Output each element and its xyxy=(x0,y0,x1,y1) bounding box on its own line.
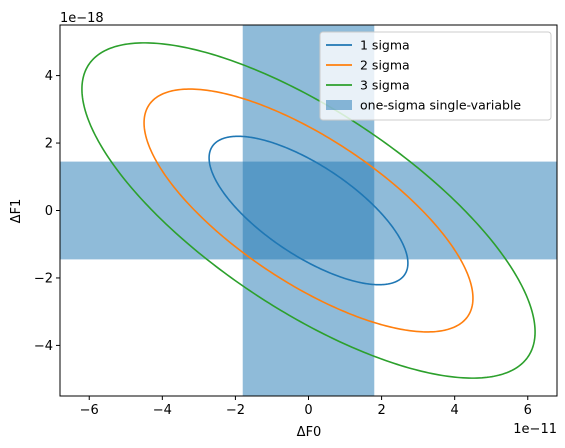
x-tick-label: 0 xyxy=(304,403,312,418)
x-tick-label: 2 xyxy=(377,403,385,418)
legend: 1 sigma 2 sigma 3 sigma one-sigma single-va… xyxy=(319,31,552,121)
legend-box xyxy=(319,31,552,121)
x-scale-label: 1e−11 xyxy=(513,422,557,437)
legend-label: one-sigma single-variable xyxy=(360,98,521,113)
x-tick-label: −6 xyxy=(80,403,99,418)
y-tick-label: 0 xyxy=(45,204,53,219)
ellipse-1-sigma xyxy=(208,135,409,286)
x-axis-label: ΔF0 xyxy=(297,425,322,440)
band-horizontal xyxy=(60,161,557,260)
x-tick-label: 6 xyxy=(524,403,532,418)
legend-label: 1 sigma xyxy=(360,38,410,53)
ellipse-3-sigma xyxy=(81,42,536,379)
x-tick-label: −2 xyxy=(226,403,245,418)
y-axis-label: ΔF1 xyxy=(9,199,24,224)
ellipse-2-sigma xyxy=(143,88,474,333)
legend-swatch-patch xyxy=(326,100,352,110)
x-tick-label: −4 xyxy=(153,403,172,418)
y-tick-label: −4 xyxy=(34,339,53,354)
y-tick-label: −2 xyxy=(34,271,53,286)
legend-label: 3 sigma xyxy=(360,78,410,93)
legend-label: 2 sigma xyxy=(360,58,410,73)
y-scale-label: 1e−18 xyxy=(60,11,104,26)
x-tick-label: 4 xyxy=(451,403,459,418)
y-tick-label: 2 xyxy=(45,137,53,152)
y-tick-label: 4 xyxy=(45,69,53,84)
axes: −6 −4 −2 0 2 4 6 −4 −2 0 2 4 xyxy=(34,24,558,418)
